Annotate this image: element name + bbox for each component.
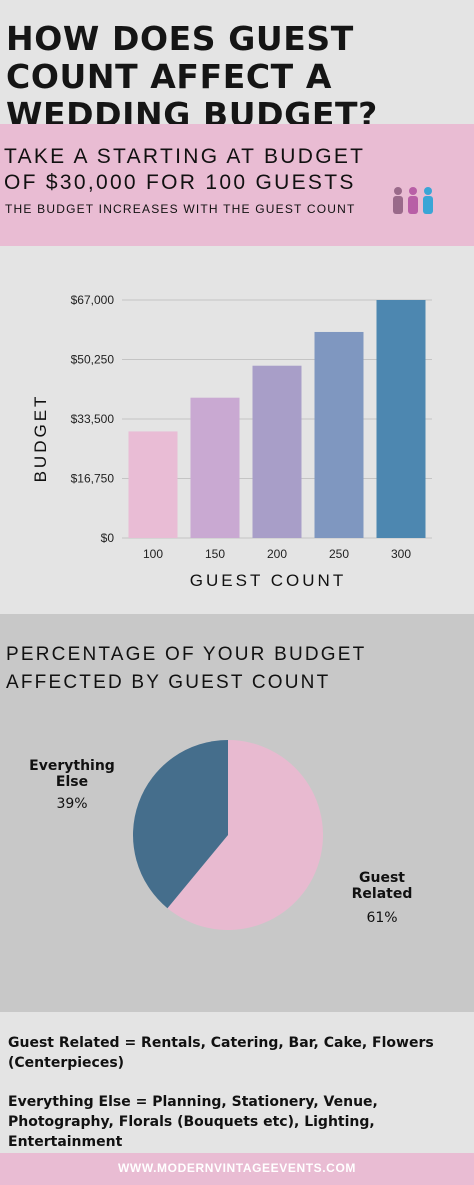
intro-line-2: OF $30,000 FOR 100 GUESTS xyxy=(4,171,356,194)
y-tick-label: $33,500 xyxy=(71,412,115,426)
bar-200 xyxy=(252,365,302,538)
x-axis-label: GUEST COUNT xyxy=(190,571,346,590)
y-axis-label: BUDGET xyxy=(31,394,50,483)
pie-label-guest-related: Guest Related 61% xyxy=(351,870,413,926)
pie-label-everything-else: Everything Else 39% xyxy=(29,758,115,812)
y-tick-label: $67,000 xyxy=(71,293,115,307)
notes-section: Guest Related = Rentals, Catering, Bar, … xyxy=(0,1012,474,1152)
intro-text: TAKE A STARTING AT BUDGET OF $30,000 FOR… xyxy=(4,144,365,196)
pie-title-line-1: PERCENTAGE OF YOUR BUDGET xyxy=(6,644,367,665)
pie-slice-everything-else xyxy=(133,740,228,909)
intro-tagline: THE BUDGET INCREASES WITH THE GUEST COUN… xyxy=(5,202,356,216)
pie-slice-guest-related xyxy=(167,740,324,931)
bar-300 xyxy=(376,300,426,538)
y-tick-label: $50,250 xyxy=(71,353,115,367)
page-title: HOW DOES GUEST COUNT AFFECT A WEDDING BU… xyxy=(6,19,378,134)
x-tick-label: 100 xyxy=(143,547,163,561)
pie-title: PERCENTAGE OF YOUR BUDGET AFFECTED BY GUE… xyxy=(6,641,366,697)
note-everything-else: Everything Else = Planning, Stationery, … xyxy=(8,1094,378,1150)
footer-url: WWW.MODERNVINTAGEEVENTS.COM xyxy=(118,1161,356,1175)
bar-100 xyxy=(128,431,178,538)
footer-band: WWW.MODERNVINTAGEEVENTS.COM xyxy=(0,1153,474,1185)
pie-chart-panel: PERCENTAGE OF YOUR BUDGET AFFECTED BY GUE… xyxy=(0,614,474,1012)
note-guest-related: Guest Related = Rentals, Catering, Bar, … xyxy=(8,1035,434,1071)
bar-chart: $0 $16,750 $33,500 $50,250 $67,000 100 150 200… xyxy=(31,293,432,590)
pie-chart xyxy=(133,740,324,931)
x-tick-label: 300 xyxy=(391,547,411,561)
bar-250 xyxy=(314,331,364,538)
x-tick-label: 250 xyxy=(329,547,349,561)
y-tick-label: $0 xyxy=(101,531,115,545)
bar-chart-panel: $0 $16,750 $33,500 $50,250 $67,000 100 150 200… xyxy=(0,252,474,612)
x-tick-label: 150 xyxy=(205,547,225,561)
title-section: HOW DOES GUEST COUNT AFFECT A WEDDING BU… xyxy=(0,0,474,134)
intro-band: TAKE A STARTING AT BUDGET OF $30,000 FOR… xyxy=(0,124,474,246)
pie-title-line-2: AFFECTED BY GUEST COUNT xyxy=(6,672,331,693)
bar-150 xyxy=(190,397,240,538)
x-tick-label: 200 xyxy=(267,547,287,561)
intro-line-1: TAKE A STARTING AT BUDGET xyxy=(4,145,366,168)
y-tick-label: $16,750 xyxy=(71,472,115,486)
people-group-icon xyxy=(393,187,433,214)
